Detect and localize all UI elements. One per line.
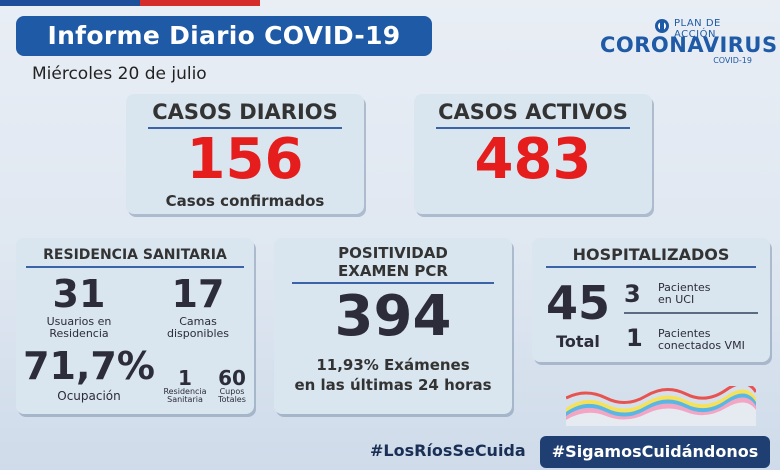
report-title-banner: Informe Diario COVID-19: [16, 16, 432, 56]
cupos-label-line1: Cupos: [219, 387, 245, 396]
hashtag-sigamos-banner: #SigamosCuidándonos: [540, 436, 770, 468]
positividad-value: 394: [334, 284, 452, 349]
title-underline: [436, 127, 630, 129]
hospitalizados-divider: [624, 312, 758, 314]
logo-sub-text: COVID-19: [713, 56, 752, 65]
casos-diarios-caption: Casos confirmados: [165, 192, 325, 210]
positividad-title-line2: EXAMEN PCR: [338, 262, 448, 280]
logo-top-text: PLAN DE ACCIÓN: [674, 18, 721, 40]
cupos-totales-value: 60: [218, 366, 246, 390]
top-accent-bar: [0, 0, 260, 6]
casos-activos-card: CASOS ACTIVOS 483: [414, 94, 652, 214]
usuarios-residencia-value: 31: [52, 272, 106, 316]
positividad-title-line1: POSITIVIDAD: [338, 244, 448, 262]
residencia-sanitaria-card: RESIDENCIA SANITARIA 31 Usuarios en Resi…: [16, 238, 254, 414]
title-underline: [148, 127, 342, 129]
residencia-label-line2: Sanitaria: [167, 395, 203, 405]
ocupacion-value: 71,7%: [23, 344, 155, 388]
camas-label-line1: Camas: [179, 315, 217, 328]
usuarios-label-line1: Usuarios en: [46, 315, 112, 328]
hospitalizados-card: HOSPITALIZADOS 45 Total 3 Pacientes en U…: [532, 238, 770, 362]
usuarios-label-line2: Residencia: [49, 326, 109, 340]
hospitalizados-title: HOSPITALIZADOS: [572, 245, 730, 264]
hospitalizados-total-value: 45: [545, 276, 610, 330]
vmi-label-line2: conectados VMI: [658, 338, 745, 352]
uci-label-line2: en UCI: [658, 292, 695, 306]
positividad-pcr-card: POSITIVIDAD EXAMEN PCR 394 11,93% Exámen…: [274, 238, 512, 414]
report-title: Informe Diario COVID-19: [47, 21, 401, 50]
casos-activos-title: CASOS ACTIVOS: [438, 100, 628, 124]
camas-disponibles-value: 17: [171, 272, 225, 316]
cupos-label-line2: Totales: [218, 395, 246, 405]
uci-label-line1: Pacientes: [658, 281, 711, 294]
casos-diarios-card: CASOS DIARIOS 156 Casos confirmados: [126, 94, 364, 214]
title-underline: [26, 266, 244, 268]
top-accent-bar-red: [140, 0, 260, 6]
camas-label-line2: disponibles: [166, 326, 230, 340]
camas-disponibles-label: Camas disponibles: [142, 316, 254, 339]
residencia-count-label: Residencia Sanitaria: [156, 387, 214, 405]
report-date: Miércoles 20 de julio: [32, 64, 207, 84]
residencia-label-line1: Residencia: [163, 387, 207, 396]
title-underline: [546, 266, 756, 268]
hashtag-sigamos: #SigamosCuidándonos: [551, 442, 759, 461]
casos-diarios-value: 156: [186, 127, 304, 192]
hashtag-los-rios: #LosRíosSeCuida: [370, 441, 526, 460]
ocupacion-label: Ocupación: [57, 389, 121, 403]
uci-label: Pacientes en UCI: [658, 282, 711, 305]
uci-value: 3: [624, 280, 641, 308]
vmi-label-line1: Pacientes: [658, 327, 711, 340]
vmi-value: 1: [626, 324, 643, 352]
casos-diarios-title: CASOS DIARIOS: [152, 100, 338, 124]
residencia-title: RESIDENCIA SANITARIA: [43, 247, 227, 263]
government-seal-icon: [655, 19, 669, 33]
coronavirus-plan-logo: PLAN DE ACCIÓN CORONAVIRUS COVID-19: [596, 16, 777, 66]
casos-activos-value: 483: [474, 127, 592, 192]
decorative-wave-graphic: [566, 386, 756, 426]
logo-main-text: CORONAVIRUS: [600, 33, 778, 57]
hospitalizados-total-label: Total: [556, 332, 600, 351]
vmi-label: Pacientes conectados VMI: [658, 328, 745, 351]
positividad-line2: en las últimas 24 horas: [294, 376, 492, 394]
usuarios-residencia-label: Usuarios en Residencia: [16, 316, 142, 339]
cupos-totales-label: Cupos Totales: [212, 387, 252, 405]
title-underline: [292, 282, 494, 284]
positividad-line1: 11,93% Exámenes: [316, 356, 470, 374]
residencia-count-value: 1: [178, 366, 192, 390]
